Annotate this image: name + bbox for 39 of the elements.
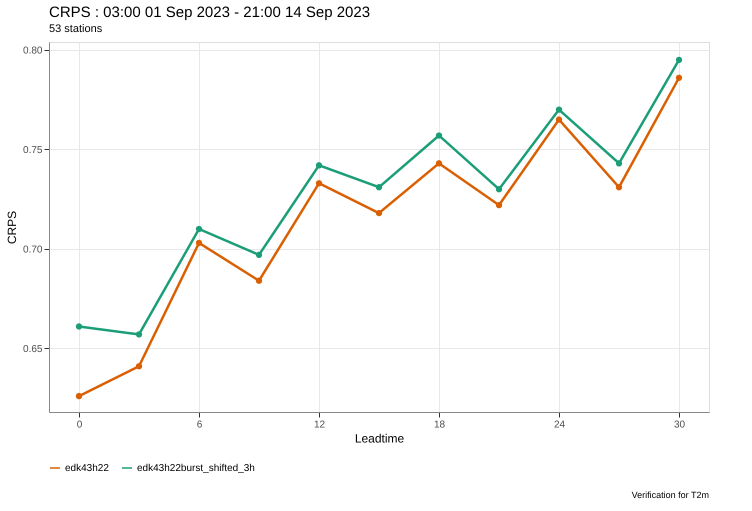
point xyxy=(76,323,82,330)
point xyxy=(196,226,202,232)
y-tick-label: 0.75 xyxy=(23,144,43,156)
x-tick-label: 18 xyxy=(434,420,446,430)
x-tick-label: 24 xyxy=(554,420,566,430)
x-axis-title: Leadtime xyxy=(354,432,405,446)
point xyxy=(436,160,442,166)
point xyxy=(376,210,382,216)
y-tick-label: 0.70 xyxy=(23,244,43,256)
x-tick-label: 30 xyxy=(674,420,686,430)
point xyxy=(256,252,262,258)
y-axis-title: CRPS xyxy=(5,210,20,244)
x-tick-label: 6 xyxy=(196,420,203,430)
point xyxy=(616,184,622,190)
chart-subtitle: 53 stations xyxy=(49,23,103,35)
legend-label: edk43h22 xyxy=(65,463,110,474)
point xyxy=(496,186,502,192)
point xyxy=(556,106,562,113)
point xyxy=(676,56,682,64)
point xyxy=(556,116,562,123)
point xyxy=(676,74,682,81)
point xyxy=(316,162,322,168)
point xyxy=(76,392,82,400)
text: Verification for T2m xyxy=(632,490,709,500)
x-tick-label: 0 xyxy=(76,420,83,430)
point xyxy=(196,240,202,246)
point xyxy=(316,180,322,186)
chart-title: CRPS : 03:00 01 Sep 2023 - 21:00 14 Sep 2023 xyxy=(49,4,370,21)
point xyxy=(256,278,262,284)
point xyxy=(136,331,142,338)
point xyxy=(136,363,142,370)
y-tick-label: 0.80 xyxy=(23,45,43,56)
legend-label: edk43h22burst_shifted_3h xyxy=(137,463,255,474)
x-tick-label: 12 xyxy=(314,420,326,430)
point xyxy=(436,132,442,139)
point xyxy=(496,202,502,208)
y-tick-label: 0.65 xyxy=(23,344,43,355)
point xyxy=(616,160,622,166)
point xyxy=(376,184,382,190)
